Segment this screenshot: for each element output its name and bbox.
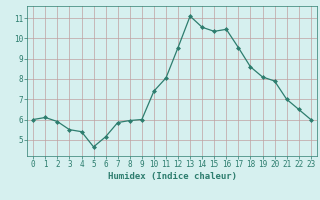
X-axis label: Humidex (Indice chaleur): Humidex (Indice chaleur) <box>108 172 236 181</box>
